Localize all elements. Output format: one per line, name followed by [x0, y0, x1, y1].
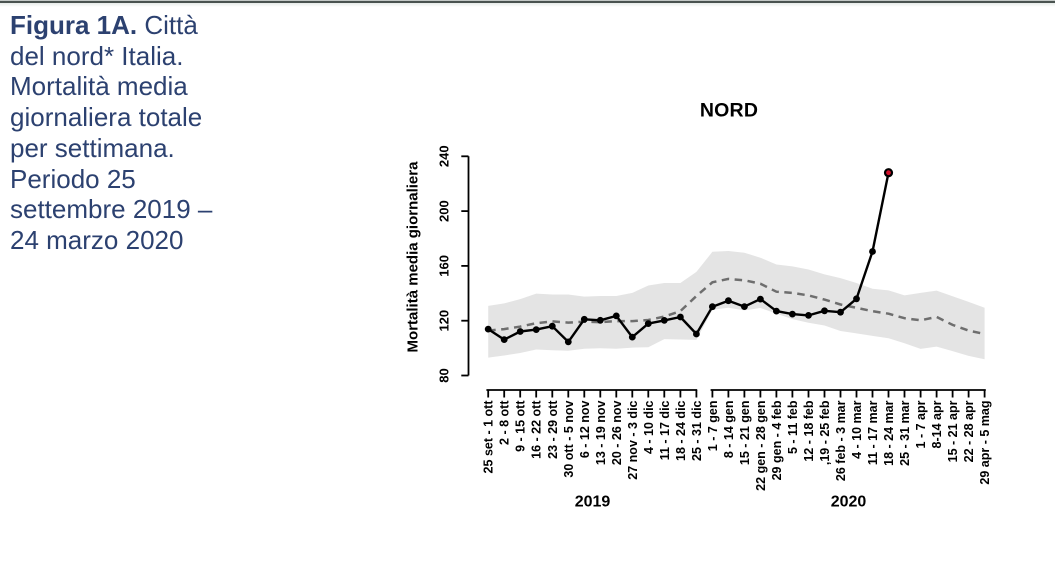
- svg-text:2 - 8 ott: 2 - 8 ott: [498, 400, 512, 445]
- svg-text:Mortalità media giornaliera: Mortalità media giornaliera: [405, 161, 422, 353]
- svg-text:80: 80: [436, 368, 451, 382]
- svg-text:13 - 19 nov: 13 - 19 nov: [594, 400, 608, 465]
- svg-text:240: 240: [436, 145, 451, 167]
- svg-text:8-14 apr: 8-14 apr: [930, 400, 944, 448]
- svg-text:20 - 26 nov: 20 - 26 nov: [610, 400, 624, 465]
- svg-text:25 - 31 dic: 25 - 31 dic: [690, 400, 704, 460]
- svg-text:2020: 2020: [831, 494, 867, 511]
- svg-text:18 - 24 dic: 18 - 24 dic: [674, 400, 688, 460]
- svg-text:18 - 24 mar: 18 - 24 mar: [882, 400, 896, 465]
- svg-text:120: 120: [436, 310, 451, 332]
- svg-text:22 gen - 28 gen: 22 gen - 28 gen: [754, 401, 768, 491]
- svg-text:29 apr - 5 mag: 29 apr - 5 mag: [978, 401, 992, 485]
- svg-text:25 set - 1 ott: 25 set - 1 ott: [482, 400, 496, 474]
- svg-text:11 - 17 dic: 11 - 17 dic: [658, 400, 672, 460]
- svg-text:2019: 2019: [575, 494, 611, 511]
- svg-text:23 - 29 ott: 23 - 29 ott: [546, 400, 560, 459]
- svg-text:200: 200: [436, 200, 451, 222]
- svg-text:,19 - 25 feb: ,19 - 25 feb: [818, 400, 832, 465]
- svg-text:8 - 14 gen: 8 - 14 gen: [722, 401, 736, 459]
- svg-text:4 - 10 mar: 4 - 10 mar: [850, 400, 864, 459]
- svg-text:11 - 17 mar: 11 - 17 mar: [866, 400, 880, 465]
- svg-text:1 - 7 gen: 1 - 7 gen: [706, 401, 720, 452]
- svg-text:6 - 12 nov: 6 - 12 nov: [578, 400, 592, 458]
- svg-text:4 - 10 dic: 4 - 10 dic: [642, 400, 656, 454]
- svg-text:22 - 28 apr: 22 - 28 apr: [962, 400, 976, 462]
- svg-text:9 - 15 ott: 9 - 15 ott: [514, 400, 528, 452]
- svg-text:NORD: NORD: [700, 100, 758, 122]
- svg-text:5 - 11 feb: 5 - 11 feb: [786, 400, 800, 454]
- svg-text:25 - 31 mar: 25 - 31 mar: [898, 400, 912, 465]
- svg-text:12 - 18 feb: 12 - 18 feb: [802, 400, 816, 462]
- svg-text:29 gen - 4 feb: 29 gen - 4 feb: [770, 400, 784, 480]
- svg-text:26 feb - 3 mar: 26 feb - 3 mar: [834, 400, 848, 481]
- svg-text:160: 160: [436, 255, 451, 277]
- svg-text:15 - 21 gen: 15 - 21 gen: [738, 401, 752, 466]
- svg-text:1 - 7 apr: 1 - 7 apr: [914, 400, 928, 448]
- svg-text:15 - 21 apr: 15 - 21 apr: [946, 400, 960, 462]
- svg-text:16 - 22 ott: 16 - 22 ott: [530, 400, 544, 459]
- svg-text:30 ott - 5 nov: 30 ott - 5 nov: [562, 400, 576, 477]
- svg-text:27 nov - 3 dic: 27 nov - 3 dic: [626, 400, 640, 479]
